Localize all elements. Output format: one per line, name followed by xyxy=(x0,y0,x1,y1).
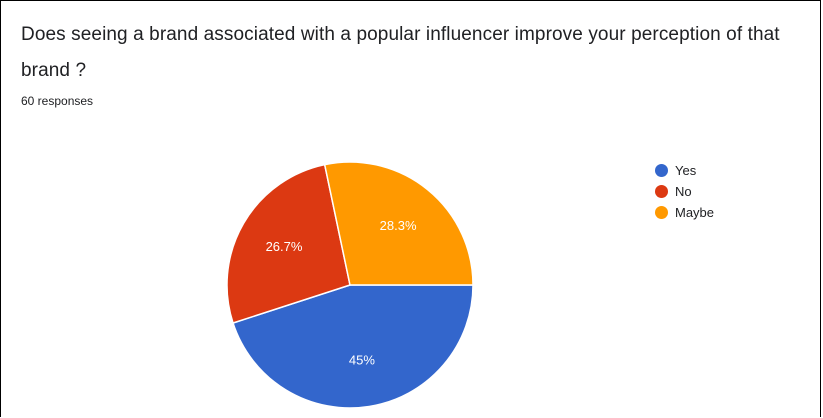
pie-slice-maybe[interactable] xyxy=(323,161,474,286)
pie-slice-yes[interactable] xyxy=(232,284,474,409)
legend-item-no[interactable]: No xyxy=(655,181,714,202)
legend-label-maybe: Maybe xyxy=(675,205,715,220)
responses-count: 60 responses xyxy=(21,94,94,108)
legend-label-no: No xyxy=(675,184,692,199)
legend-swatch-no xyxy=(655,185,668,198)
legend-swatch-maybe xyxy=(655,206,668,219)
pie-label-maybe: 28.3% xyxy=(380,218,417,233)
chart-legend: Yes No Maybe xyxy=(655,160,714,223)
pie-label-yes: 45% xyxy=(349,352,375,367)
legend-swatch-yes xyxy=(655,164,668,177)
question-title: Does seeing a brand associated with a po… xyxy=(21,24,780,81)
pie-slice-no[interactable] xyxy=(226,163,351,324)
pie-label-no: 26.7% xyxy=(266,239,303,254)
legend-label-yes: Yes xyxy=(675,163,697,178)
legend-item-yes[interactable]: Yes xyxy=(655,160,714,181)
legend-item-maybe[interactable]: Maybe xyxy=(655,202,714,223)
